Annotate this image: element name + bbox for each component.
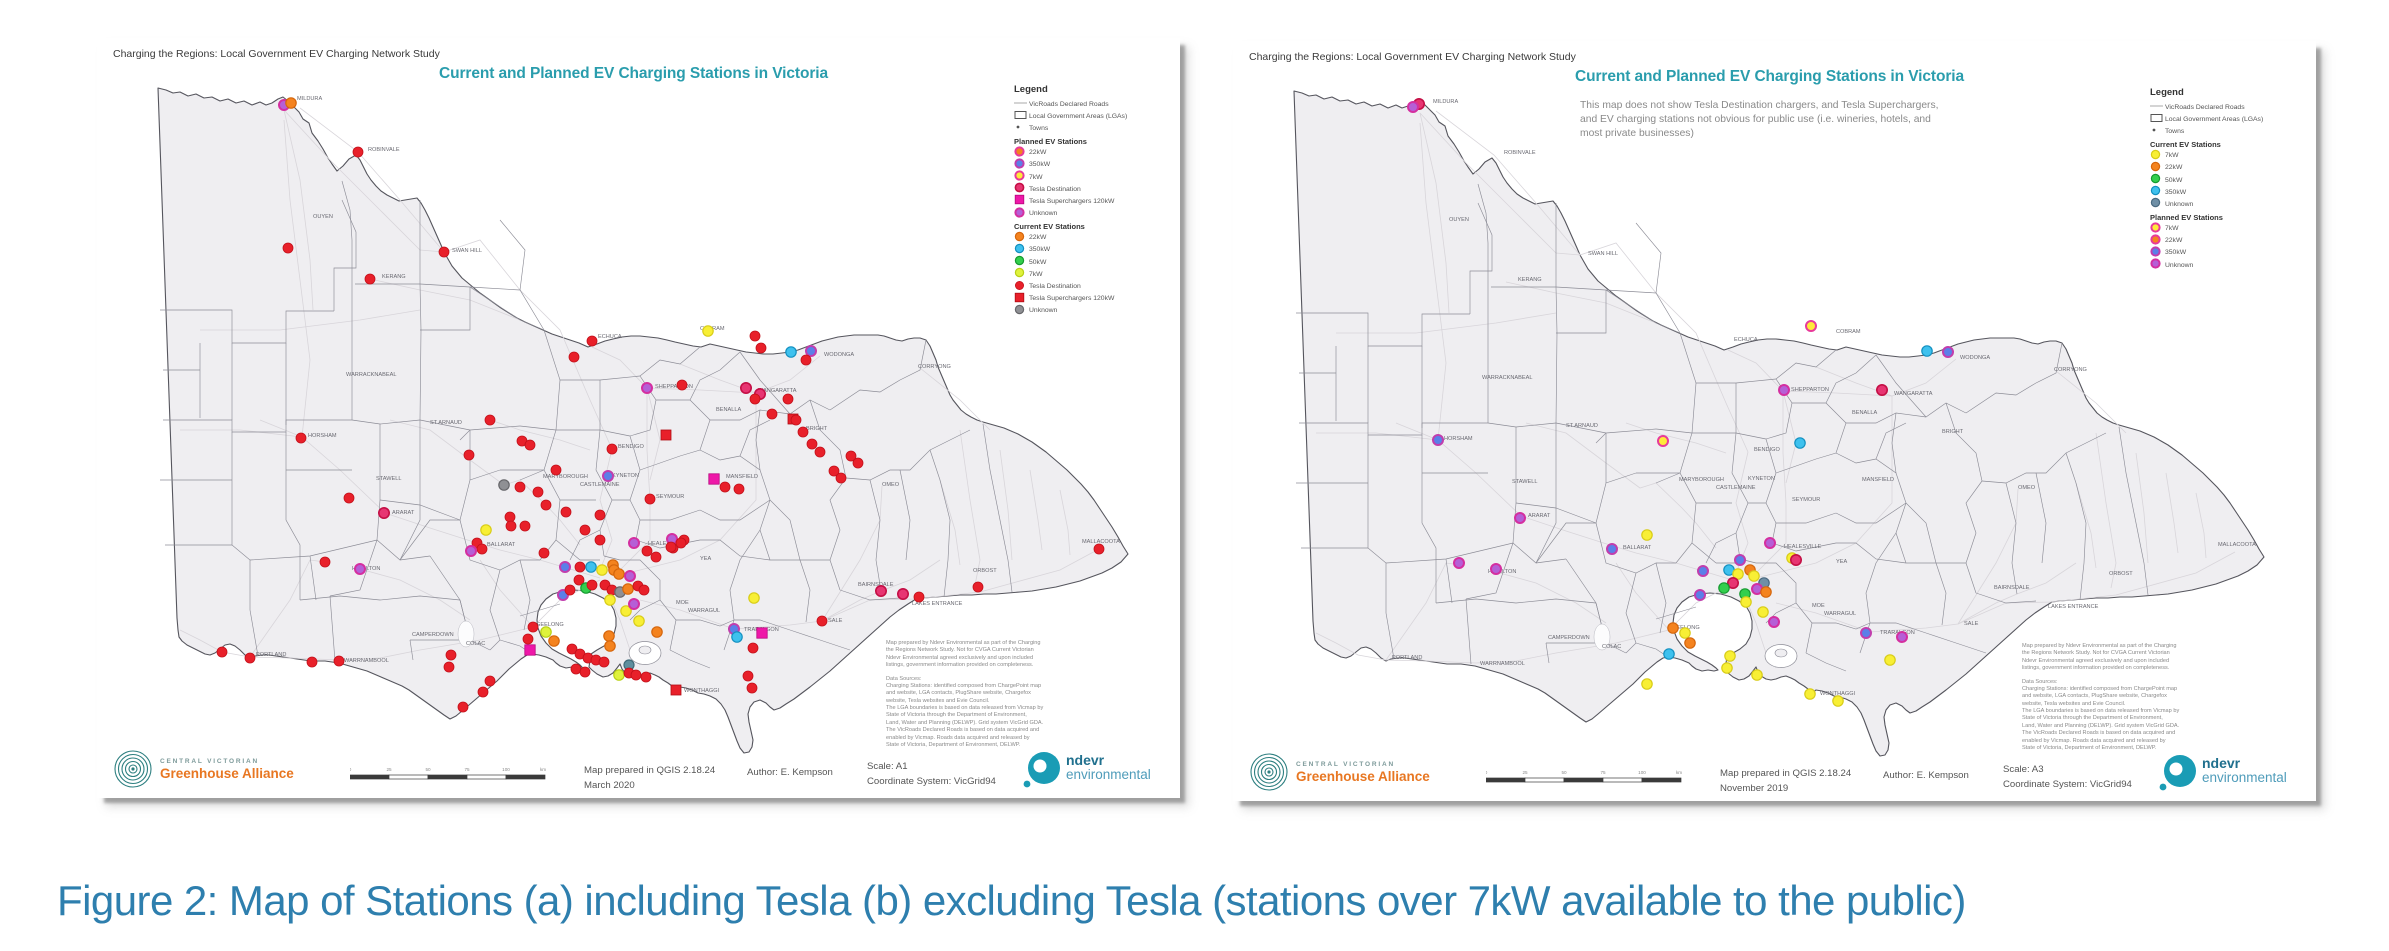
svg-text:50: 50	[425, 767, 431, 772]
svg-text:25: 25	[386, 767, 392, 772]
svg-text:km: km	[540, 767, 546, 772]
svg-text:100: 100	[1638, 770, 1646, 775]
svg-text:0: 0	[1486, 770, 1488, 775]
svg-text:km: km	[1676, 770, 1682, 775]
svg-text:100: 100	[502, 767, 510, 772]
svg-text:75: 75	[1600, 770, 1606, 775]
svg-text:75: 75	[464, 767, 470, 772]
svg-text:0: 0	[350, 767, 352, 772]
svg-text:25: 25	[1522, 770, 1528, 775]
svg-text:50: 50	[1561, 770, 1567, 775]
